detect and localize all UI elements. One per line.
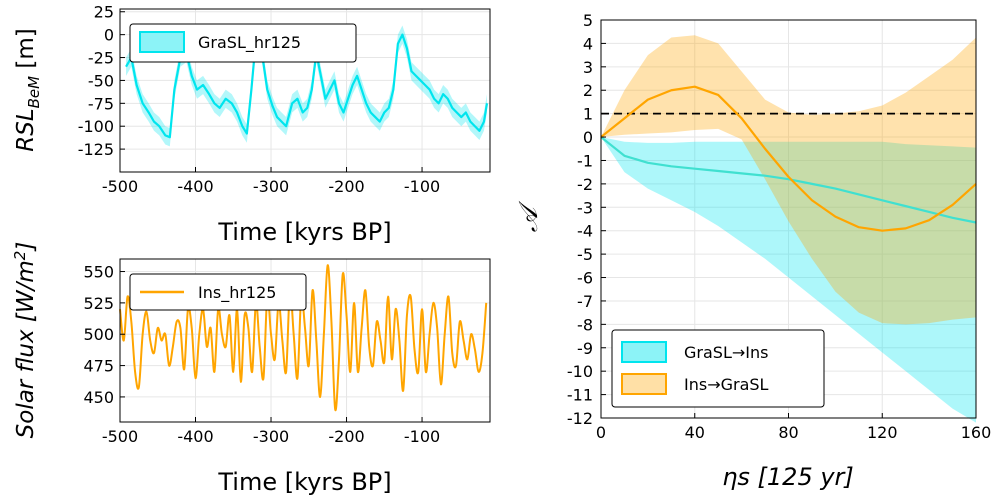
ins-grasl-line (600, 85, 977, 232)
asymmetry-axis-ticks: 0 40 80 120 160 5 4 3 2 1 0 -1 -2 -3 -4 -5 -6 -7 -8 -9 -10 -1… (567, 11, 991, 442)
asymmetry-panel: 0 40 80 120 160 5 4 3 2 1 0 -1 -2 -3 -4 -5 -6 -7 -8 -9 -10 -1… (514, 11, 991, 491)
rsl-legend-label: GraSL_hr125 (198, 33, 301, 53)
rsl-line (125, 33, 489, 139)
rsl-legend: GraSL_hr125 (129, 23, 357, 63)
rsl-y-tick-label: -25 (88, 49, 114, 68)
solar-x-tick-label: -100 (404, 427, 440, 446)
rsl-series (125, 33, 489, 139)
grasl-ins-legend-label: GraSL→Ins (684, 343, 768, 362)
asymmetry-y-tick-label: -9 (577, 339, 593, 358)
asymmetry-y-tick-label: -11 (567, 386, 593, 405)
asymmetry-y-axis-title: 𝒜 (514, 200, 544, 232)
solar-legend: Ins_hr125 (129, 273, 307, 311)
ins-grasl-legend-swatch (621, 373, 667, 395)
rsl-y-tick-label: 0 (104, 26, 114, 45)
asymmetry-y-tick-label: -2 (577, 175, 593, 194)
asymmetry-y-tick-label: -3 (577, 198, 593, 217)
asymmetry-y-tick-label: -7 (577, 292, 593, 311)
asymmetry-x-tick-label: 120 (867, 423, 898, 442)
solar-y-tick-label: 525 (83, 294, 114, 313)
rsl-x-axis-title: Time [kyrs BP] (217, 218, 391, 246)
rsl-x-tick-label: -200 (328, 177, 364, 196)
solar-y-tick-label: 450 (83, 388, 114, 407)
asymmetry-y-tick-label: -12 (567, 409, 593, 428)
rsl-y-tick-label: 25 (94, 3, 114, 22)
asymmetry-x-tick-label: 160 (961, 423, 992, 442)
rsl-y-axis-title: RSLBeM [m] (13, 28, 43, 152)
asymmetry-legend: GraSL→Ins Ins→GraSL (611, 329, 825, 408)
rsl-y-tick-label: -100 (78, 117, 114, 136)
rsl-y-tick-label: -50 (88, 71, 114, 90)
asymmetry-y-tick-label: 0 (583, 128, 593, 147)
asymmetry-series (600, 85, 977, 232)
solar-legend-label: Ins_hr125 (198, 283, 276, 303)
asymmetry-y-tick-label: -10 (567, 362, 593, 381)
solar-y-title-end: ] (13, 242, 39, 252)
grasl-ins-band (601, 137, 976, 423)
rsl-panel: -500 -400 -300 -200 -100 25 0 -25 -50 -75 -100 -125… (13, 3, 491, 246)
asymmetry-x-axis-title: ηs [125 yr] (722, 463, 854, 491)
solar-x-tick-label: -400 (177, 427, 213, 446)
asymmetry-x-tick-label: 0 (596, 423, 606, 442)
solar-y-tick-label: 550 (83, 263, 114, 282)
rsl-x-tick-label: -500 (102, 177, 138, 196)
rsl-y-title-unit: [m] (13, 28, 39, 76)
solar-legend-box (129, 273, 307, 311)
solar-y-title-sup: 2 (11, 251, 29, 261)
rsl-y-tick-label: -125 (78, 140, 114, 159)
rsl-plot-frame (119, 8, 491, 173)
solar-y-tick-label: 475 (83, 357, 114, 376)
rsl-legend-swatch (139, 31, 185, 53)
solar-x-tick-label: -300 (253, 427, 289, 446)
asymmetry-x-tick-label: 40 (685, 423, 705, 442)
asymmetry-y-tick-label: -8 (577, 315, 593, 334)
rsl-legend-box (129, 23, 357, 63)
rsl-y-title-main: RSL (13, 108, 39, 151)
solar-x-tick-label: -200 (328, 427, 364, 446)
rsl-y-tick-label: -75 (88, 94, 114, 113)
rsl-y-title-sub: BeM (25, 76, 43, 109)
solar-x-tick-label: -500 (102, 427, 138, 446)
rsl-axis-ticks: -500 -400 -300 -200 -100 25 0 -25 -50 -75 -100 -125 (78, 3, 441, 196)
rsl-x-tick-label: -100 (404, 177, 440, 196)
solar-line (119, 264, 488, 412)
solar-y-title-main: Solar flux [W/m (13, 260, 39, 438)
asymmetry-y-tick-label: -5 (577, 245, 593, 264)
asymmetry-y-tick-label: 3 (583, 58, 593, 77)
rsl-x-tick-label: -300 (253, 177, 289, 196)
asymmetry-y-tick-label: 4 (583, 34, 593, 53)
solar-panel: -500 -400 -300 -200 -100 550 525 500 475 450 Ins_… (11, 242, 491, 496)
asymmetry-y-tick-label: -4 (577, 222, 593, 241)
solar-y-tick-label: 500 (83, 325, 114, 344)
ins-grasl-legend-label: Ins→GraSL (684, 375, 769, 394)
solar-series (119, 264, 488, 412)
grasl-ins-line (600, 136, 977, 224)
grasl-ins-legend-swatch (621, 341, 667, 363)
asymmetry-y-tick-label: 5 (583, 11, 593, 30)
asymmetry-y-tick-label: -6 (577, 269, 593, 288)
asymmetry-x-tick-label: 80 (778, 423, 798, 442)
rsl-x-tick-label: -400 (177, 177, 213, 196)
solar-x-axis-title: Time [kyrs BP] (217, 468, 391, 496)
asymmetry-y-tick-label: 2 (583, 81, 593, 100)
solar-plot-frame (119, 258, 491, 423)
asymmetry-y-tick-label: -1 (577, 151, 593, 170)
solar-axis-ticks: -500 -400 -300 -200 -100 550 525 500 475 450 (83, 263, 440, 446)
asymmetry-y-tick-label: 1 (583, 105, 593, 124)
solar-y-axis-title: Solar flux [W/m2] (11, 242, 39, 439)
